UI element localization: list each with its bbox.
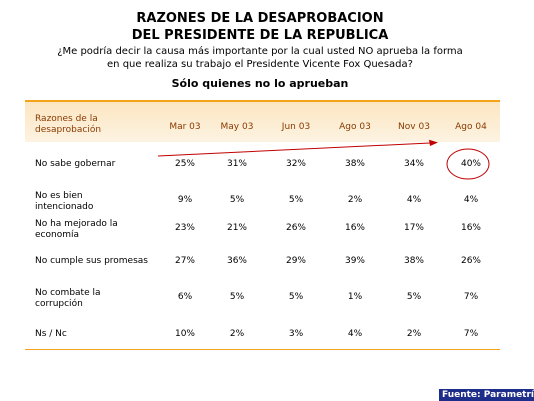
table-cell-value: 5% bbox=[288, 195, 304, 205]
table-cell-value: 26% bbox=[285, 223, 306, 233]
row-label: No combate la corrupción bbox=[35, 288, 101, 309]
table-cell-value: 2% bbox=[406, 329, 422, 339]
table-cell-value: 31% bbox=[226, 159, 247, 169]
table-cell-value: 26% bbox=[460, 256, 481, 266]
trend-arrow-head bbox=[429, 139, 438, 146]
table-cell-value: 36% bbox=[226, 256, 247, 266]
table-cell-value: 17% bbox=[403, 223, 424, 233]
table-cell-value: 1% bbox=[347, 292, 363, 302]
table-header-band bbox=[25, 102, 500, 142]
row-label: No sabe gobernar bbox=[35, 159, 116, 169]
table-cell-value: 2% bbox=[229, 329, 245, 339]
table-cell-value: 5% bbox=[406, 292, 422, 302]
highlight-circle bbox=[446, 148, 490, 180]
title-line-1: RAZONES DE LA DESAPROBACION bbox=[136, 11, 384, 26]
column-header: May 03 bbox=[220, 122, 254, 132]
question-line-1: ¿Me podría decir la causa más importante… bbox=[57, 46, 463, 57]
question-line-2: en que realiza su trabajo el Presidente … bbox=[107, 59, 413, 70]
table-cell-value: 39% bbox=[344, 256, 365, 266]
column-header: Ago 03 bbox=[339, 122, 371, 132]
table-bottom-rule bbox=[25, 349, 500, 350]
column-header: Nov 03 bbox=[398, 122, 430, 132]
title-line-2: DEL PRESIDENTE DE LA REPUBLICA bbox=[131, 28, 389, 43]
table-cell-value: 38% bbox=[403, 256, 424, 266]
table-cell-value: 9% bbox=[177, 195, 193, 205]
subtitle: Sólo quienes no lo aprueban bbox=[171, 77, 349, 90]
row-label: No cumple sus promesas bbox=[35, 256, 148, 266]
table-cell-value: 7% bbox=[463, 329, 479, 339]
table-cell-value: 34% bbox=[403, 159, 424, 169]
table-cell-value: 4% bbox=[406, 195, 422, 205]
table-cell-value: 5% bbox=[229, 195, 245, 205]
source-label: Fuente: Parametría bbox=[439, 389, 534, 401]
table-cell-value: 16% bbox=[344, 223, 365, 233]
row-label: No ha mejorado la economía bbox=[35, 219, 118, 240]
table-cell-value: 6% bbox=[177, 292, 193, 302]
column-header: Ago 04 bbox=[455, 122, 487, 132]
column-header: Mar 03 bbox=[169, 122, 201, 132]
table-cell-value: 21% bbox=[226, 223, 247, 233]
table-cell-value: 25% bbox=[174, 159, 195, 169]
table-cell-value: 32% bbox=[285, 159, 306, 169]
table-cell-value: 27% bbox=[174, 256, 195, 266]
table-cell-value: 2% bbox=[347, 195, 363, 205]
row-label: Ns / Nc bbox=[35, 329, 67, 339]
table-cell-value: 10% bbox=[174, 329, 195, 339]
table-cell-value: 4% bbox=[347, 329, 363, 339]
table-cell-value: 5% bbox=[229, 292, 245, 302]
table-cell-value: 4% bbox=[463, 195, 479, 205]
row-header-label: Razones de la desaprobación bbox=[35, 114, 102, 135]
table-cell-value: 5% bbox=[288, 292, 304, 302]
table-cell-value: 29% bbox=[285, 256, 306, 266]
column-header: Jun 03 bbox=[281, 122, 311, 132]
trend-arrow-line bbox=[157, 142, 431, 157]
table-cell-value: 23% bbox=[174, 223, 195, 233]
table-cell-value: 3% bbox=[288, 329, 304, 339]
table-cell-value: 7% bbox=[463, 292, 479, 302]
row-label: No es bien intencionado bbox=[35, 191, 94, 212]
table-cell-value: 40% bbox=[460, 159, 481, 169]
table-cell-value: 38% bbox=[344, 159, 365, 169]
table-cell-value: 16% bbox=[460, 223, 481, 233]
table-top-rule bbox=[25, 100, 500, 102]
